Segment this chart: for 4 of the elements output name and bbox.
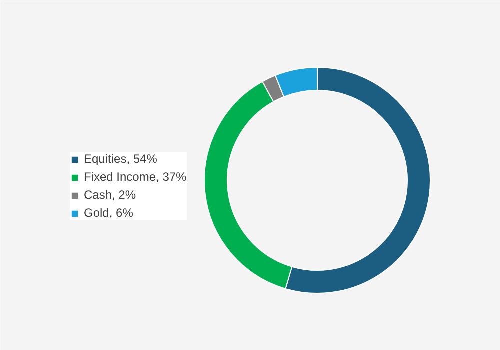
legend-label: Gold, 6% — [84, 206, 134, 220]
legend-label: Equities, 54% — [84, 152, 158, 166]
legend-label: Fixed Income, 37% — [84, 170, 187, 184]
legend-label: Cash, 2% — [84, 188, 136, 202]
